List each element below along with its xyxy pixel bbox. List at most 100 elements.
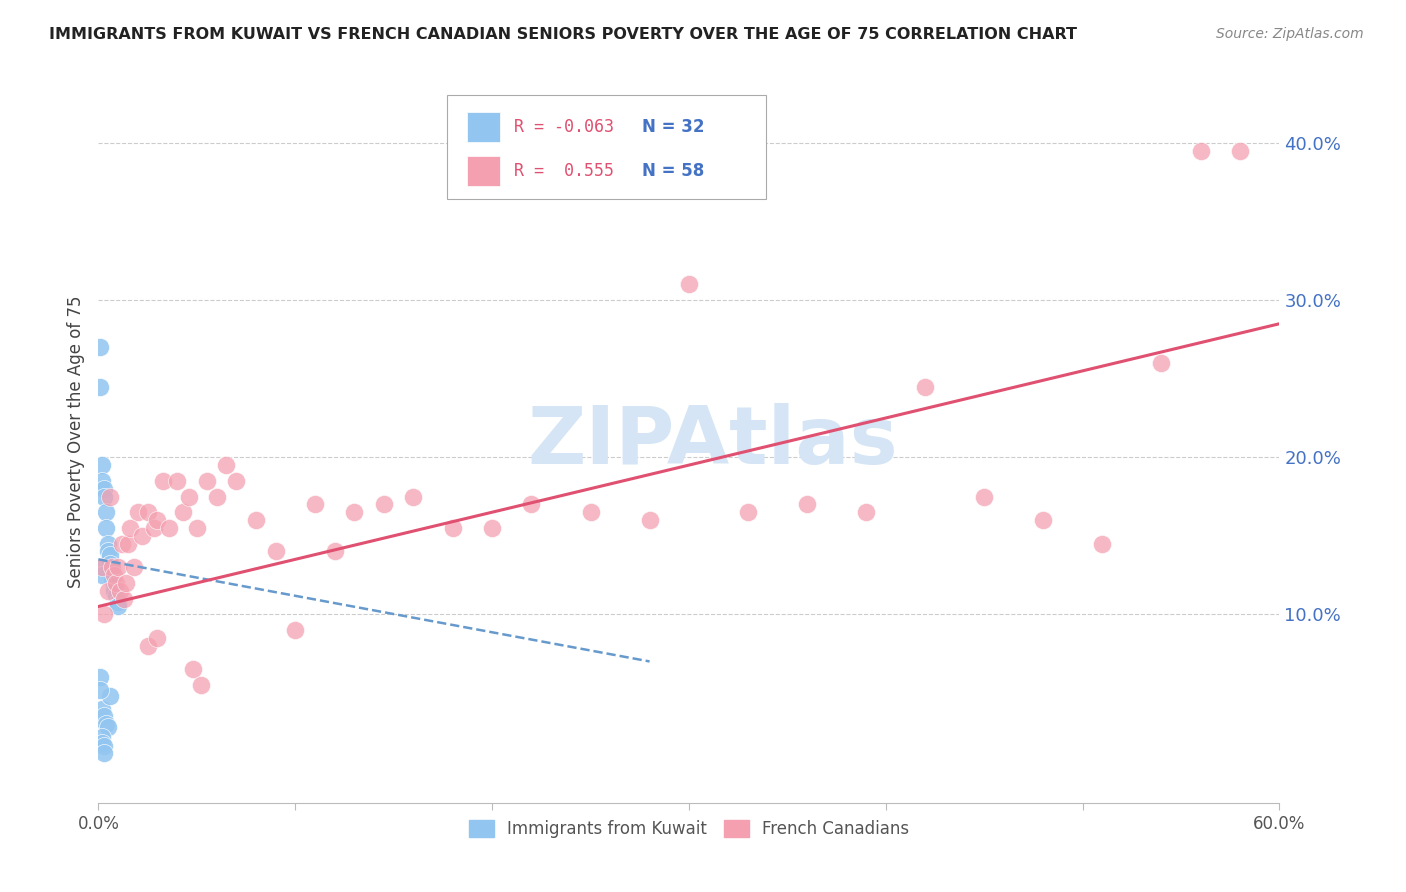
Point <box>1032 513 1054 527</box>
Point <box>1091 536 1114 550</box>
Point <box>127 505 149 519</box>
Point <box>105 589 128 603</box>
Point <box>89 340 111 354</box>
FancyBboxPatch shape <box>447 95 766 200</box>
Text: N = 32: N = 32 <box>641 118 704 136</box>
Point <box>136 639 159 653</box>
Point <box>96 717 118 731</box>
Point <box>107 595 129 609</box>
Text: R = -0.063: R = -0.063 <box>515 118 614 136</box>
Point <box>93 490 115 504</box>
Point <box>146 631 169 645</box>
Point <box>343 505 366 519</box>
Point <box>225 474 247 488</box>
Point <box>118 521 141 535</box>
Point <box>101 563 124 577</box>
Point <box>441 521 464 535</box>
Point <box>89 682 111 697</box>
Point <box>186 521 208 535</box>
Point <box>98 557 121 571</box>
Point <box>136 505 159 519</box>
Point <box>157 521 180 535</box>
Point <box>122 560 145 574</box>
Point <box>1189 144 1212 158</box>
Point <box>91 730 114 744</box>
Point <box>373 497 395 511</box>
Point <box>142 521 165 535</box>
Legend: Immigrants from Kuwait, French Canadians: Immigrants from Kuwait, French Canadians <box>463 814 915 845</box>
Point <box>264 544 287 558</box>
Point <box>91 474 114 488</box>
Text: N = 58: N = 58 <box>641 162 704 180</box>
Point <box>796 497 818 511</box>
Point <box>103 568 125 582</box>
Point <box>111 536 134 550</box>
Point <box>166 474 188 488</box>
Point <box>579 505 602 519</box>
Text: R =  0.555: R = 0.555 <box>515 162 614 180</box>
Point <box>131 529 153 543</box>
Point <box>737 505 759 519</box>
Point <box>181 662 204 676</box>
Point <box>105 575 128 590</box>
Point <box>215 458 238 472</box>
Text: Source: ZipAtlas.com: Source: ZipAtlas.com <box>1216 27 1364 41</box>
Point <box>89 379 111 393</box>
Point <box>97 583 120 598</box>
Point <box>101 560 124 574</box>
Point <box>117 536 139 550</box>
Point <box>93 746 115 760</box>
Point <box>97 720 120 734</box>
Point <box>112 591 135 606</box>
Point <box>93 709 115 723</box>
Point <box>98 548 121 562</box>
Point <box>96 521 118 535</box>
Point <box>103 583 125 598</box>
Point <box>678 277 700 292</box>
Point <box>146 513 169 527</box>
Point <box>177 490 200 504</box>
Point <box>107 560 129 574</box>
Point <box>103 579 125 593</box>
Point <box>914 379 936 393</box>
Point <box>89 670 111 684</box>
Point <box>152 474 174 488</box>
Point <box>91 701 114 715</box>
Point <box>323 544 346 558</box>
Point <box>115 575 138 590</box>
Point <box>107 599 129 614</box>
Y-axis label: Seniors Poverty Over the Age of 75: Seniors Poverty Over the Age of 75 <box>66 295 84 588</box>
Point <box>284 623 307 637</box>
Point <box>101 573 124 587</box>
Point <box>93 482 115 496</box>
Point <box>98 689 121 703</box>
Point <box>108 583 131 598</box>
Point <box>98 490 121 504</box>
Point <box>195 474 218 488</box>
Point <box>402 490 425 504</box>
Point <box>638 513 661 527</box>
Point <box>855 505 877 519</box>
Point <box>973 490 995 504</box>
Point <box>481 521 503 535</box>
Bar <box>467 156 501 186</box>
Point <box>91 736 114 750</box>
Text: IMMIGRANTS FROM KUWAIT VS FRENCH CANADIAN SENIORS POVERTY OVER THE AGE OF 75 COR: IMMIGRANTS FROM KUWAIT VS FRENCH CANADIA… <box>49 27 1077 42</box>
Point <box>91 568 114 582</box>
Point <box>93 739 115 754</box>
Point <box>96 505 118 519</box>
Point <box>1229 144 1251 158</box>
Bar <box>467 112 501 142</box>
Point <box>93 607 115 622</box>
Point <box>205 490 228 504</box>
Point <box>245 513 267 527</box>
Point <box>89 560 111 574</box>
Point <box>97 536 120 550</box>
Point <box>91 458 114 472</box>
Text: ZIPAtlas: ZIPAtlas <box>527 402 898 481</box>
Point <box>172 505 194 519</box>
Point <box>190 678 212 692</box>
Point <box>520 497 543 511</box>
Point <box>304 497 326 511</box>
Point <box>91 560 114 574</box>
